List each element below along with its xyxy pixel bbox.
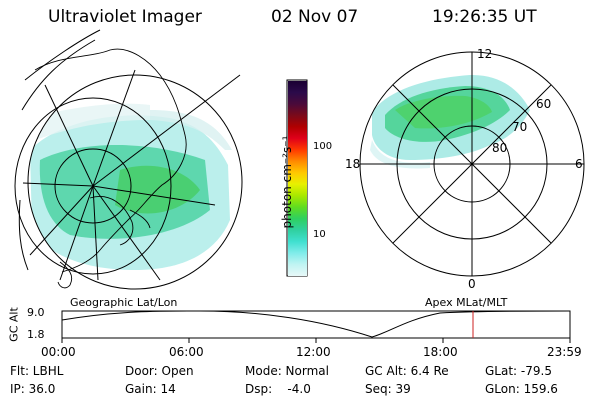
left-meridian-9 xyxy=(29,185,94,256)
right-aurora-image xyxy=(370,74,530,169)
mlat-label-70: 70 xyxy=(512,120,528,134)
gc-alt-plot xyxy=(61,310,571,343)
info-glon: GLon: 159.6 xyxy=(485,382,558,396)
gc-alt-plot-frame xyxy=(61,310,571,339)
info-dsp: Dsp: -4.0 xyxy=(245,382,311,396)
time-label: 19:26:35 UT xyxy=(432,7,537,27)
gc-alt-ymin: 1.8 xyxy=(27,328,45,341)
gc-alt-ylabel: GC Alt xyxy=(7,307,21,342)
left-meridian-2 xyxy=(92,185,216,206)
left-coastline xyxy=(34,48,187,289)
info-seq: Seq: 39 xyxy=(365,382,411,396)
instrument-title: Ultraviolet Imager xyxy=(48,7,202,27)
left-map-outer-circle xyxy=(27,74,243,290)
x-tick-label-2: 12:00 xyxy=(296,345,331,359)
colorbar-frame xyxy=(286,79,308,277)
left-meridian-4 xyxy=(92,185,161,281)
gc-alt-curve xyxy=(61,310,571,338)
gc-alt-ymax: 9.0 xyxy=(27,306,45,319)
info-glat: GLat: -79.5 xyxy=(485,364,552,378)
x-tick-label-4: 23:59 xyxy=(547,345,582,359)
left-map-caption: Geographic Lat/Lon xyxy=(70,296,178,309)
left-meridian-8 xyxy=(44,84,94,187)
colorbar xyxy=(286,79,308,277)
mlat-label-80: 80 xyxy=(492,141,508,155)
mlt-label-6: 6 xyxy=(575,157,583,171)
mlt-label-18: 18 xyxy=(345,157,361,171)
left-lat-ring-middle xyxy=(14,97,172,275)
mlt-label-0: 0 xyxy=(468,277,476,291)
colorbar-tick-10: 10 xyxy=(313,229,326,240)
x-tick-label-0: 00:00 xyxy=(41,345,76,359)
x-tick-label-1: 06:00 xyxy=(169,345,204,359)
mlt-diagonal-2 xyxy=(392,84,552,244)
left-meridian-5 xyxy=(92,185,99,281)
info-gc-alt: GC Alt: 6.4 Re xyxy=(365,364,449,378)
colorbar-tick-100: 100 xyxy=(313,141,333,152)
mlat-label-60: 60 xyxy=(536,97,552,111)
left-outer-arc-1 xyxy=(24,29,101,81)
left-outer-arc-3 xyxy=(18,199,29,271)
left-meridian-7 xyxy=(92,69,136,187)
left-aurora-image xyxy=(28,103,232,270)
info-mode: Mode: Normal xyxy=(245,364,329,378)
x-tick-label-3: 18:00 xyxy=(423,345,458,359)
left-meridian-1 xyxy=(92,74,241,187)
left-lat-ring-inner xyxy=(54,148,132,224)
info-filter: Flt: LBHL xyxy=(10,364,64,378)
info-gain: Gain: 14 xyxy=(125,382,176,396)
left-outer-arc-2 xyxy=(21,39,96,111)
colorbar-gradient xyxy=(288,81,307,276)
colorbar-unit-label: photon cm⁻²s⁻¹ xyxy=(280,135,294,229)
left-meridian-3 xyxy=(22,182,94,187)
right-map-caption: Apex MLat/MLT xyxy=(425,296,508,309)
info-ip: IP: 36.0 xyxy=(10,382,56,396)
date-label: 02 Nov 07 xyxy=(271,7,359,27)
info-door: Door: Open xyxy=(125,364,194,378)
mlt-label-12: 12 xyxy=(477,47,493,61)
left-meridian-6 xyxy=(59,185,94,281)
